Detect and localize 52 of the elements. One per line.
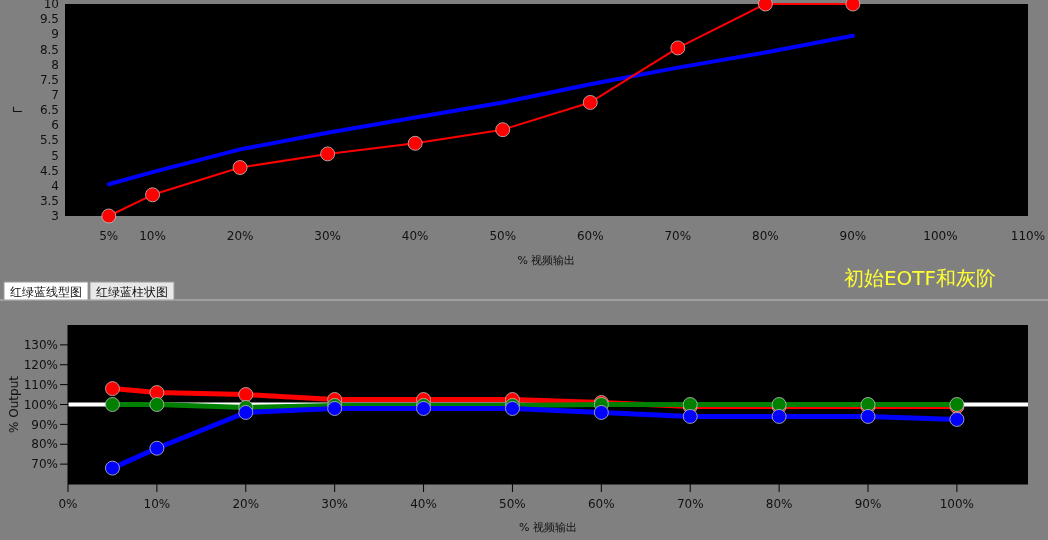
y-axis-title: % Output bbox=[7, 375, 21, 433]
y-tick-label: 8 bbox=[51, 57, 59, 72]
x-axis-title: % 视频输出 bbox=[517, 254, 576, 267]
x-tick-label: 100% bbox=[923, 229, 958, 243]
y-tick-label: 70% bbox=[31, 457, 58, 472]
x-tick-label: 40% bbox=[401, 229, 429, 243]
y-tick-label: 90% bbox=[31, 417, 58, 432]
x-tick-label: 50% bbox=[489, 229, 517, 243]
y-tick-label: 9 bbox=[51, 27, 59, 42]
x-tick-label: 60% bbox=[588, 497, 615, 511]
x-tick-label: 5% bbox=[99, 229, 119, 243]
x-tick-label: 100% bbox=[939, 497, 975, 511]
x-tick-label: 60% bbox=[576, 229, 604, 243]
x-tick-label: 70% bbox=[664, 229, 692, 243]
x-tick-label: 40% bbox=[410, 497, 437, 511]
x-tick-label: 90% bbox=[854, 497, 882, 511]
y-tick-label: 5 bbox=[51, 148, 59, 163]
x-tick-label: 90% bbox=[839, 229, 867, 243]
x-tick-label: 70% bbox=[676, 497, 704, 511]
text: 初始EOTF和灰阶 bbox=[843, 266, 997, 290]
x-tick-label: 110% bbox=[1010, 229, 1046, 243]
y-tick-label: 3.5 bbox=[39, 194, 59, 209]
x-tick-label: 50% bbox=[499, 497, 526, 511]
y-tick-label: 130% bbox=[23, 338, 58, 353]
x-tick-label: 80% bbox=[765, 497, 793, 511]
y-tick-label: 9.5 bbox=[39, 12, 59, 27]
y-tick-label: 7.5 bbox=[39, 72, 59, 87]
text: 红绿蓝线型图 bbox=[10, 284, 82, 299]
text: 红绿蓝柱状图 bbox=[96, 284, 168, 299]
y-tick-label: 100% bbox=[23, 397, 58, 412]
x-tick-label: 0% bbox=[58, 497, 78, 511]
x-tick-label: 80% bbox=[752, 229, 779, 243]
y-tick-label: 3 bbox=[51, 209, 59, 224]
y-tick-label: 120% bbox=[23, 357, 58, 372]
y-tick-label: 6 bbox=[51, 118, 59, 133]
x-axis-title: % 视频输出 bbox=[519, 521, 577, 534]
y-tick-label: 6.5 bbox=[39, 103, 59, 118]
y-tick-label: 4.5 bbox=[39, 163, 59, 178]
y-tick-label: 8.5 bbox=[39, 42, 59, 57]
y-tick-label: 10 bbox=[43, 0, 59, 12]
y-tick-label: 7 bbox=[51, 88, 59, 103]
x-tick-label: 10% bbox=[139, 229, 166, 243]
y-axis-title: Γ bbox=[11, 106, 25, 114]
x-tick-label: 30% bbox=[314, 229, 341, 243]
y-tick-label: 110% bbox=[23, 377, 58, 392]
x-tick-label: 30% bbox=[321, 497, 348, 511]
y-tick-label: 80% bbox=[31, 437, 58, 452]
y-tick-label: 4 bbox=[51, 178, 59, 193]
x-tick-label: 20% bbox=[232, 497, 260, 511]
x-tick-label: 20% bbox=[226, 229, 254, 243]
y-tick-label: 5.5 bbox=[39, 133, 59, 148]
x-tick-label: 10% bbox=[143, 497, 171, 511]
